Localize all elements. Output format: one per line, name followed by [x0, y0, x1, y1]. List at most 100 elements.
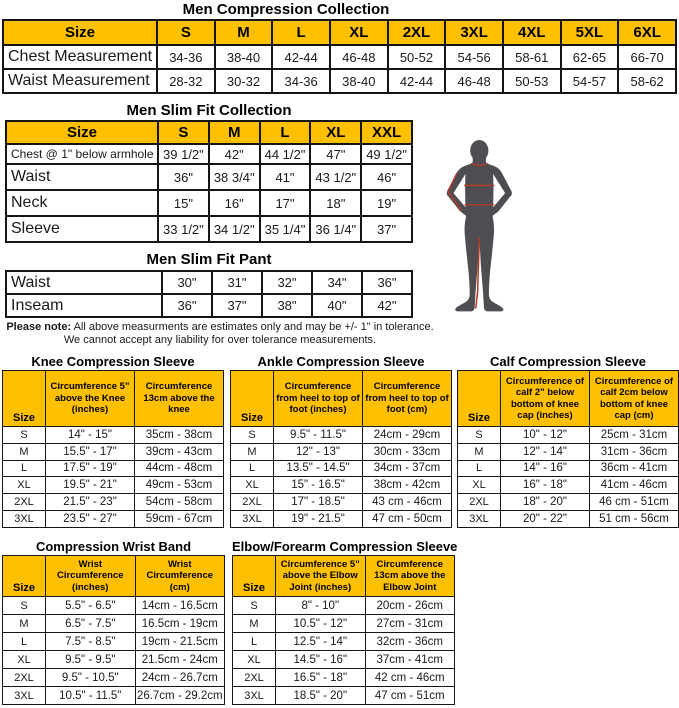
header-row: Size Circumference 5" above the Knee (inc… [2, 370, 224, 427]
value-cell: 17.5" - 19" [45, 459, 135, 478]
row-label-cell: Chest Measurement [2, 44, 158, 70]
value-cell: 41" [258, 163, 312, 191]
header-row: Size S M L XL 2XL 3XL 4XL 5XL 6XL [2, 19, 677, 46]
header-cell: Circumference from heel to top of foot (… [273, 370, 363, 427]
value-cell: 7.5" - 8.5" [45, 632, 136, 651]
value-cell: 16" [207, 189, 261, 217]
value-cell: 26.7cm - 29.2cm [134, 686, 225, 705]
row-label-cell: Sleeve [5, 215, 159, 243]
value-cell: 19" [360, 189, 413, 217]
value-cell: 37cm - 41cm [364, 650, 455, 669]
row-label-cell: 2XL [232, 668, 276, 687]
value-cell: 18" [309, 189, 363, 217]
table-row: L 12.5" - 14" 32cm - 36cm [232, 632, 455, 651]
header-cell: Size [2, 370, 46, 427]
row-label-cell: Waist [5, 163, 159, 191]
value-cell: 32" [261, 270, 313, 295]
row-label-cell: 3XL [2, 509, 46, 528]
value-cell: 9.5" - 10.5" [45, 668, 136, 687]
header-cell: M [207, 120, 261, 145]
table-row: Inseam 36" 37" 38" 40" 42" [5, 293, 413, 318]
table-row: L 7.5" - 8.5" 19cm - 21.5cm [2, 632, 225, 651]
wrist-band-table: Size Wrist Circumference (inches) Wrist Ci… [2, 555, 225, 705]
value-cell: 54-57 [559, 68, 620, 94]
header-cell: Size [5, 120, 159, 145]
row-label-cell: XL [230, 476, 274, 495]
value-cell: 35cm - 38cm [134, 426, 224, 444]
row-label-cell: L [232, 632, 276, 651]
table-row: XL 19.5" - 21" 49cm - 53cm [2, 476, 224, 495]
header-cell: Wrist Circumference (cm) [134, 555, 225, 597]
value-cell: 34 1/2" [207, 215, 261, 243]
row-label-cell: Chest @ 1" below armhole [5, 143, 159, 165]
table-row: M 12" - 14" 31cm - 36cm [457, 442, 679, 461]
value-cell: 39cm - 43cm [134, 442, 224, 461]
value-cell: 5.5" - 6.5" [45, 596, 136, 615]
value-cell: 37" [360, 215, 413, 243]
header-cell: Wrist Circumference (inches) [45, 555, 136, 597]
value-cell: 19.5" - 21" [45, 476, 135, 495]
value-cell: 34-36 [156, 44, 216, 70]
value-cell: 36" [157, 163, 210, 191]
row-label-cell: M [232, 614, 276, 633]
header-cell: Size [457, 370, 501, 427]
header-cell: 6XL [617, 19, 677, 46]
note-text1: All above measurments are estimates only… [73, 321, 434, 333]
value-cell: 18.5" - 20" [275, 686, 366, 705]
table-row: XL 14.5" - 16" 37cm - 41cm [232, 650, 455, 669]
value-cell: 23.5" - 27" [45, 509, 135, 528]
value-cell: 33 1/2" [157, 215, 210, 243]
value-cell: 10" - 12" [500, 426, 590, 444]
value-cell: 15.5" - 17" [45, 442, 135, 461]
men-slim-fit-title: Men Slim Fit Collection [126, 102, 292, 119]
table-row: 2XL 9.5" - 10.5" 24cm - 26.7cm [2, 668, 225, 687]
value-cell: 36cm - 41cm [589, 459, 679, 478]
value-cell: 17" - 18.5" [273, 493, 363, 511]
value-cell: 14cm - 16.5cm [134, 596, 225, 615]
table-row: 3XL 10.5" - 11.5" 26.7cm - 29.2cm [2, 686, 225, 705]
value-cell: 21.5" - 23" [45, 493, 135, 511]
value-cell: 42 cm - 46cm [364, 668, 455, 687]
value-cell: 41cm - 46cm [589, 476, 679, 495]
header-cell: Circumference of calf 2" below bottom of… [500, 370, 590, 427]
value-cell: 66-70 [617, 44, 677, 70]
value-cell: 19cm - 21.5cm [134, 632, 225, 651]
row-label-cell: Waist [5, 270, 163, 295]
value-cell: 59cm - 67cm [134, 509, 224, 528]
header-row: Size S M L XL XXL [5, 120, 413, 145]
table-row: Chest @ 1" below armhole 39 1/2" 42" 44 1/2… [5, 143, 413, 165]
value-cell: 9.5" - 11.5" [273, 426, 363, 444]
header-cell: 5XL [559, 19, 620, 46]
value-cell: 38-40 [328, 68, 389, 94]
header-cell: L [258, 120, 312, 145]
value-cell: 20" - 22" [500, 509, 590, 528]
row-label-cell: XL [2, 476, 46, 495]
value-cell: 21.5cm - 24cm [134, 650, 225, 669]
size-table: Size Circumference of calf 2" below botto… [457, 370, 679, 528]
table-row: 2XL 17" - 18.5" 43 cm - 46cm [230, 493, 452, 511]
wrist-band-title: Compression Wrist Band [35, 539, 192, 554]
row-label-cell: 3XL [230, 509, 274, 528]
table-row: S 10" - 12" 25cm - 31cm [457, 426, 679, 444]
table-row: L 17.5" - 19" 44cm - 48cm [2, 459, 224, 478]
size-table: Size Circumference 5" above the Elbow Joi… [232, 555, 455, 705]
value-cell: 31" [211, 270, 263, 295]
header-cell: S [156, 19, 216, 46]
table-row: 3XL 19" - 21.5" 47 cm - 50cm [230, 509, 452, 528]
value-cell: 46-48 [328, 44, 389, 70]
value-cell: 47 cm - 51cm [364, 686, 455, 705]
header-cell: Circumference 13cm above the knee [134, 370, 224, 427]
value-cell: 30cm - 33cm [362, 442, 452, 461]
table-row: L 13.5" - 14.5" 34cm - 37cm [230, 459, 452, 478]
value-cell: 34-36 [271, 68, 331, 94]
value-cell: 38cm - 42cm [362, 476, 452, 495]
value-cell: 34" [311, 270, 363, 295]
table-row: XL 16" - 18" 41cm - 46cm [457, 476, 679, 495]
value-cell: 54cm - 58cm [134, 493, 224, 511]
value-cell: 10.5" - 12" [275, 614, 366, 633]
tolerance-note-line1: Please note: All above measurments are e… [0, 321, 440, 334]
header-cell: Size [2, 555, 46, 597]
table-row: Neck 15" 16" 17" 18" 19" [5, 189, 413, 217]
table-row: S 5.5" - 6.5" 14cm - 16.5cm [2, 596, 225, 615]
value-cell: 15" - 16.5" [273, 476, 363, 495]
